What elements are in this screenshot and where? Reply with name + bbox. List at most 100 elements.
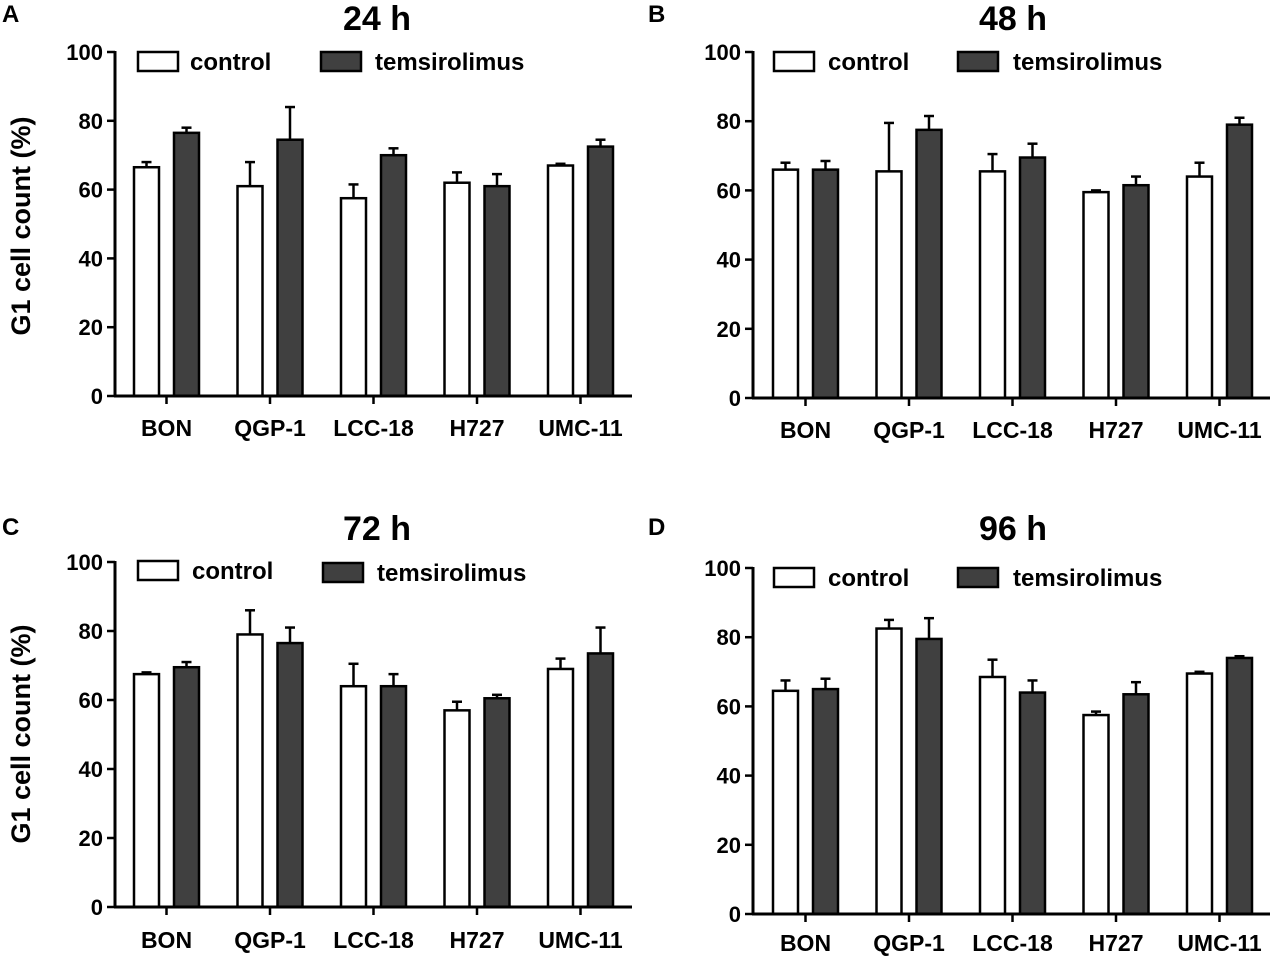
legend-swatch-control xyxy=(772,566,816,589)
legend-swatch-temsirolimus xyxy=(321,561,365,584)
bar-control xyxy=(1185,175,1214,400)
bar-temsirolimus xyxy=(172,131,201,398)
bar-control xyxy=(339,684,368,909)
y-tick-label: 80 xyxy=(79,619,103,644)
bar-temsirolimus xyxy=(1122,183,1150,400)
category-label: QGP-1 xyxy=(873,417,945,443)
panel-d: D 96 h control temsirolimus 0 20 40 60 80 100… xyxy=(648,510,1270,956)
bar-control xyxy=(443,709,471,909)
legend: control temsirolimus xyxy=(772,49,1162,76)
y-axis-label: G1 cell count (%) xyxy=(6,116,36,335)
bar-temsirolimus xyxy=(1018,156,1047,400)
panel-letter: B xyxy=(648,1,665,28)
y-tick-label: 80 xyxy=(79,109,103,134)
category-label: UMC-11 xyxy=(1177,930,1262,956)
bar-control xyxy=(771,168,800,400)
bar-control xyxy=(546,667,575,909)
panel-title: 72 h xyxy=(343,510,411,548)
y-tick-label: 0 xyxy=(91,384,103,409)
y-tick-label: 20 xyxy=(79,826,103,851)
bar-control xyxy=(875,170,903,400)
legend-label-control: control xyxy=(828,565,909,592)
bar-temsirolimus xyxy=(915,637,943,916)
panel-a: A 24 h G1 cell count (%) control temsiro… xyxy=(2,0,632,441)
panel-letter: D xyxy=(648,514,665,541)
y-tick-label: 0 xyxy=(729,386,741,411)
bar-control xyxy=(443,181,471,398)
bar-temsirolimus xyxy=(1122,693,1150,916)
y-tick-label: 100 xyxy=(66,550,103,575)
category-label: BON xyxy=(780,930,831,956)
legend-swatch-temsirolimus xyxy=(319,50,363,73)
bar-temsirolimus xyxy=(915,128,943,400)
category-label: UMC-11 xyxy=(1177,417,1262,443)
category-label: H727 xyxy=(450,415,505,441)
legend-label-temsirolimus: temsirolimus xyxy=(375,49,524,76)
bar-temsirolimus xyxy=(1225,123,1254,400)
bar-temsirolimus xyxy=(1018,691,1047,916)
y-tick-label: 40 xyxy=(79,757,103,782)
bar-temsirolimus xyxy=(483,697,511,909)
bar-temsirolimus xyxy=(586,652,615,909)
y-tick-label: 80 xyxy=(717,109,741,134)
legend-swatch-control xyxy=(136,50,180,73)
legend-label-temsirolimus: temsirolimus xyxy=(1013,49,1162,76)
bar-control xyxy=(236,633,264,909)
category-label: H727 xyxy=(1089,417,1144,443)
y-tick-label: 80 xyxy=(717,625,741,650)
bar-temsirolimus xyxy=(811,168,840,400)
category-label: QGP-1 xyxy=(234,415,306,441)
legend-label-temsirolimus: temsirolimus xyxy=(377,560,526,587)
bar-temsirolimus xyxy=(1225,656,1254,916)
bar-control xyxy=(875,627,903,916)
bar-control xyxy=(1082,713,1110,916)
category-label: LCC-18 xyxy=(972,417,1053,443)
legend-label-control: control xyxy=(190,49,271,76)
bar-control xyxy=(339,196,368,398)
bar-control xyxy=(771,689,800,916)
bar-control xyxy=(236,184,264,398)
legend-swatch-temsirolimus xyxy=(956,566,1000,589)
y-tick-label: 40 xyxy=(717,248,741,273)
legend-swatch-control xyxy=(772,50,816,73)
legend: control temsirolimus xyxy=(136,558,526,587)
panel-letter: C xyxy=(2,514,19,541)
category-label: LCC-18 xyxy=(333,415,414,441)
plot-area: 0 20 40 60 80 100 BON QGP-1 LCC-18 H727 UMC-11 xyxy=(66,550,632,953)
bar-temsirolimus xyxy=(276,641,304,909)
legend-swatch-temsirolimus xyxy=(956,50,1000,73)
y-tick-label: 20 xyxy=(79,315,103,340)
bar-control xyxy=(1185,672,1214,916)
plot-area: 0 20 40 60 80 100 BON QGP-1 LCC-18 H727 UMC-11 xyxy=(66,40,632,441)
panel-title: 48 h xyxy=(979,0,1047,38)
legend-label-temsirolimus: temsirolimus xyxy=(1013,565,1162,592)
plot-area: 0 20 40 60 80 100 BON QGP-1 LCC-18 H727 UMC-11 xyxy=(704,556,1270,956)
bar-temsirolimus xyxy=(379,684,408,909)
bar-temsirolimus xyxy=(483,184,511,398)
bar-temsirolimus xyxy=(172,665,201,909)
y-tick-label: 60 xyxy=(79,688,103,713)
bar-control xyxy=(546,164,575,398)
y-tick-label: 0 xyxy=(91,895,103,920)
category-label: BON xyxy=(780,417,831,443)
legend-label-control: control xyxy=(192,558,273,585)
bar-control xyxy=(132,165,161,398)
category-label: UMC-11 xyxy=(538,927,623,953)
category-label: LCC-18 xyxy=(333,927,414,953)
y-tick-label: 60 xyxy=(717,694,741,719)
category-label: UMC-11 xyxy=(538,415,623,441)
y-tick-label: 40 xyxy=(79,246,103,271)
category-label: QGP-1 xyxy=(873,930,945,956)
bar-control xyxy=(978,170,1007,400)
legend-label-control: control xyxy=(828,49,909,76)
panel-b: B 48 h control temsirolimus 0 20 40 60 80 100… xyxy=(648,0,1270,443)
y-tick-label: 100 xyxy=(66,40,103,65)
y-tick-label: 60 xyxy=(79,178,103,203)
bar-temsirolimus xyxy=(379,153,408,398)
bar-control xyxy=(978,675,1007,916)
bar-temsirolimus xyxy=(276,138,304,398)
bar-control xyxy=(132,672,161,909)
panel-title: 24 h xyxy=(343,0,411,38)
legend-swatch-control xyxy=(136,559,180,582)
legend: control temsirolimus xyxy=(772,565,1162,592)
